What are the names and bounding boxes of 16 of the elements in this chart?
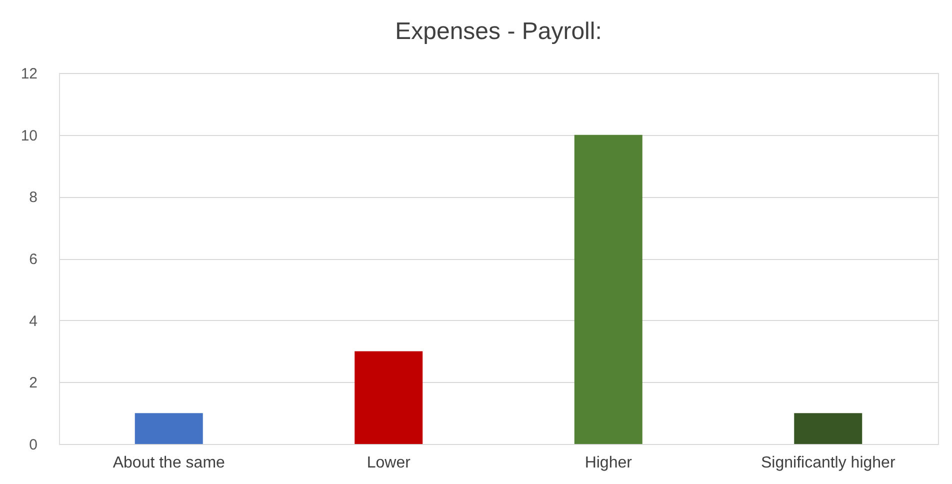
bar <box>134 413 203 444</box>
bar <box>574 134 642 444</box>
x-tick-label: Significantly higher <box>760 454 896 472</box>
y-tick-label: 12 <box>20 66 38 82</box>
y-tick-label: 0 <box>29 436 38 454</box>
bar <box>794 413 862 444</box>
y-tick-label: 8 <box>29 189 38 206</box>
x-tick-label: Higher <box>584 454 633 472</box>
y-tick-label: 4 <box>29 312 38 330</box>
x-tick-label: About the same <box>112 454 226 472</box>
y-tick-label: 6 <box>29 251 38 268</box>
x-tick-label: Lower <box>366 454 412 472</box>
bar <box>354 351 423 444</box>
y-tick-label: 10 <box>20 127 38 144</box>
chart-title: Expenses - Payroll: <box>395 18 602 45</box>
y-tick-label: 2 <box>29 374 38 392</box>
